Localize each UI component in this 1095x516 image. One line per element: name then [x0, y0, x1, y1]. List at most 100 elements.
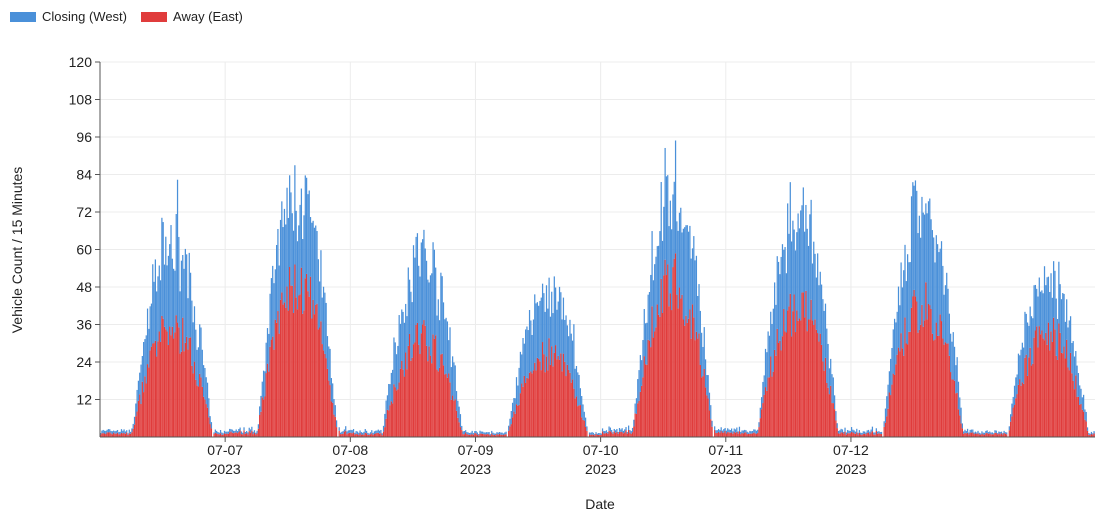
bar-away-east [740, 434, 742, 437]
bar-away-east [732, 433, 734, 437]
bar-closing-west [346, 431, 348, 435]
bar-away-east [298, 295, 300, 437]
bar-away-east [497, 434, 499, 437]
bar-closing-west [961, 423, 963, 429]
bar-closing-west [1000, 431, 1003, 434]
bar-away-east [429, 355, 432, 437]
bar-away-east [985, 433, 987, 437]
bar-closing-west [492, 432, 494, 435]
bar-away-east [534, 362, 536, 437]
bar-away-east [229, 432, 231, 437]
bar-away-east [1013, 405, 1016, 437]
bar-away-east [412, 344, 415, 437]
bar-away-east [427, 361, 429, 437]
bar-away-east [639, 391, 641, 437]
bar-closing-west [222, 433, 224, 435]
bar-closing-west [845, 432, 847, 435]
bar-closing-west [849, 430, 851, 434]
bar-away-east [461, 430, 463, 437]
bar-away-east [283, 302, 286, 437]
bar-closing-west [1016, 374, 1018, 395]
bar-away-east [899, 351, 901, 437]
bar-away-east [324, 353, 326, 437]
bar-closing-west [982, 432, 984, 435]
bar-away-east [232, 433, 235, 437]
bar-away-east [652, 337, 655, 437]
bar-away-east [1008, 430, 1010, 437]
bar-closing-west [634, 403, 636, 414]
bar-away-east [1066, 339, 1068, 437]
bar-away-east [111, 434, 113, 437]
bar-closing-west [403, 322, 406, 377]
bar-away-east [987, 433, 990, 437]
bar-away-east [122, 433, 124, 437]
bar-away-east [784, 331, 786, 437]
bar-closing-west [566, 325, 568, 365]
bar-away-east [450, 399, 452, 437]
bar-away-east [1083, 411, 1085, 437]
bar-away-east [964, 432, 966, 437]
bar-closing-west [119, 431, 121, 435]
bar-closing-west [458, 406, 460, 423]
bar-away-east [188, 337, 190, 437]
x-tick-label-year: 2023 [460, 461, 491, 477]
bar-closing-west [156, 291, 158, 357]
legend-item-east[interactable]: Away (East) [141, 9, 243, 24]
bar-away-east [746, 434, 748, 437]
bar-closing-west [269, 293, 271, 347]
bar-closing-west [517, 385, 519, 406]
bar-away-east [873, 434, 875, 437]
bar-away-east [960, 423, 962, 437]
bar-away-east [839, 433, 841, 437]
bar-closing-west [467, 432, 469, 435]
bar-closing-west [427, 279, 429, 362]
bar-away-east [193, 361, 196, 437]
bar-closing-west [431, 273, 433, 364]
bar-closing-west [359, 430, 361, 434]
bar-closing-west [940, 241, 943, 322]
legend-item-west[interactable]: Closing (West) [10, 9, 127, 24]
bar-closing-west [590, 432, 592, 435]
bar-away-east [1039, 334, 1042, 437]
bar-away-east [1029, 347, 1031, 437]
bar-away-east [877, 433, 879, 437]
bar-closing-west [570, 333, 572, 383]
bar-away-east [216, 433, 218, 437]
bar-away-east [583, 420, 585, 437]
bar-away-east [699, 364, 701, 437]
bar-closing-west [1002, 433, 1004, 435]
bar-away-east [1033, 337, 1035, 437]
bar-away-east [321, 344, 323, 437]
bar-away-east [850, 431, 853, 437]
bar-away-east [1045, 332, 1047, 437]
bar-away-east [369, 434, 372, 437]
bar-closing-west [170, 225, 172, 336]
bar-away-east [676, 294, 678, 437]
bar-closing-west [977, 430, 979, 434]
bar-away-east [474, 433, 476, 437]
bar-away-east [255, 434, 257, 437]
bar-closing-west [771, 323, 773, 377]
bar-closing-west [691, 248, 694, 305]
bar-away-east [161, 315, 163, 437]
bar-away-east [440, 354, 442, 437]
bar-away-east [416, 322, 419, 437]
bar-away-east [269, 346, 271, 437]
bar-closing-west [1072, 341, 1074, 381]
bar-closing-west [397, 345, 399, 390]
bar-closing-west [242, 432, 244, 435]
bar-closing-west [459, 414, 462, 428]
bar-closing-west [317, 259, 319, 330]
bar-away-east [807, 319, 810, 437]
bar-away-east [1055, 355, 1057, 437]
bar-away-east [939, 314, 941, 437]
bar-away-east [330, 401, 332, 437]
bar-away-east [830, 385, 832, 437]
bar-away-east [491, 433, 493, 437]
bar-closing-west [230, 429, 232, 432]
bar-away-east [836, 428, 838, 437]
bar-closing-west [830, 358, 832, 386]
bar-away-east [196, 385, 198, 437]
bar-away-east [389, 405, 391, 437]
bar-away-east [727, 432, 729, 437]
